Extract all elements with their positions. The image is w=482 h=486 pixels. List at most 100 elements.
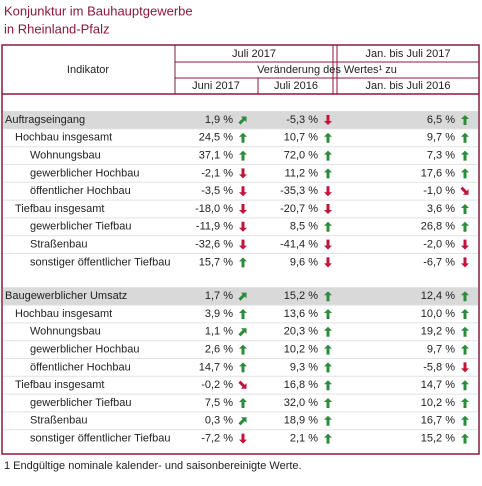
trend-arrow: [324, 362, 332, 373]
cell-value: -3,5 %: [201, 185, 233, 197]
row-label: Straßenbau: [30, 239, 87, 251]
title: Konjunktur im Bauhauptgewerbe: [4, 3, 193, 18]
column-header: Jan. bis Juli 2017: [366, 48, 451, 60]
column-header: Juli 2016: [274, 80, 318, 92]
cell-value: 10,2 %: [284, 344, 318, 356]
cell-value: -0,2 %: [201, 379, 233, 391]
cell-value: 10,7 %: [284, 132, 318, 144]
trend-arrow: [461, 257, 469, 268]
row-label: Hochbau insgesamt: [15, 132, 112, 144]
column-header: Jan. bis Juli 2016: [366, 80, 451, 92]
trend-arrow: [239, 204, 247, 214]
trend-arrow: [324, 168, 332, 179]
trend-arrow: [461, 150, 469, 161]
column-header: Indikator: [67, 64, 110, 76]
cell-value: 7,3 %: [427, 150, 455, 162]
cell-value: 9,3 %: [290, 361, 318, 373]
row-label: Wohnungsbau: [30, 326, 101, 338]
cell-value: 24,5 %: [199, 132, 233, 144]
cell-value: 12,4 %: [421, 290, 455, 302]
cell-value: 1,9 %: [205, 114, 233, 126]
trend-arrow: [461, 380, 469, 391]
row-label: Baugewerblicher Umsatz: [5, 290, 127, 302]
cell-value: -5,8 %: [423, 361, 455, 373]
trend-arrow: [461, 239, 469, 250]
row-label: Tiefbau insgesamt: [15, 203, 104, 215]
trend-arrow: [239, 239, 247, 250]
row-label: Tiefbau insgesamt: [15, 379, 104, 391]
trend-arrow: [461, 291, 469, 302]
trend-arrow: [239, 186, 247, 197]
cell-value: 16,8 %: [284, 379, 318, 391]
cell-value: -5,3 %: [286, 114, 318, 126]
cell-value: -2,0 %: [423, 239, 455, 251]
trend-arrow: [461, 221, 469, 232]
cell-value: 32,0 %: [284, 397, 318, 409]
cell-value: 10,0 %: [421, 308, 455, 320]
trend-arrow: [324, 204, 332, 214]
cell-value: -41,4 %: [280, 239, 318, 251]
trend-arrow: [238, 328, 247, 337]
trend-arrow: [324, 309, 332, 319]
trend-arrow: [324, 380, 332, 391]
trend-arrow: [238, 417, 247, 426]
cell-value: 15,7 %: [199, 256, 233, 268]
cell-value: 20,3 %: [284, 326, 318, 338]
cell-value: 72,0 %: [284, 150, 318, 162]
cell-value: 0,3 %: [205, 415, 233, 427]
row-label: sonstiger öffentlicher Tiefbau: [30, 433, 170, 445]
cell-value: -20,7 %: [280, 203, 318, 215]
trend-arrow: [324, 415, 332, 426]
cell-value: -2,1 %: [201, 167, 233, 179]
trend-arrow: [324, 221, 332, 232]
column-header: Veränderung des Wertes¹ zu: [257, 64, 397, 76]
trend-arrow: [461, 415, 469, 426]
trend-arrow: [461, 344, 469, 355]
row-label: gewerblicher Hochbau: [30, 167, 139, 179]
trend-arrow: [238, 380, 247, 389]
trend-arrow: [239, 344, 247, 355]
trend-arrow: [239, 221, 247, 232]
trend-arrow: [324, 291, 332, 302]
cell-value: -32,6 %: [195, 239, 233, 251]
trend-arrow: [461, 204, 469, 214]
trend-arrow: [324, 239, 332, 250]
trend-arrow: [324, 132, 332, 143]
cell-value: 8,5 %: [290, 221, 318, 233]
row-label: öffentlicher Hochbau: [30, 361, 131, 373]
trend-arrow: [461, 168, 469, 179]
cell-value: 13,6 %: [284, 308, 318, 320]
trend-arrow: [461, 326, 469, 337]
trend-arrow: [238, 292, 247, 301]
trend-arrow: [324, 115, 332, 125]
cell-value: 9,7 %: [427, 132, 455, 144]
trend-arrow: [461, 309, 469, 319]
section-band: [3, 287, 478, 306]
trend-arrow: [461, 132, 469, 143]
section-band: [3, 111, 478, 129]
trend-arrow: [239, 362, 247, 373]
table-frame: [1, 44, 480, 455]
trend-arrow: [324, 186, 332, 197]
cell-value: -11,9 %: [196, 221, 233, 233]
trend-arrow: [461, 433, 469, 444]
trend-arrow: [239, 398, 247, 408]
trend-arrow: [324, 398, 332, 408]
cell-value: 16,7 %: [421, 415, 455, 427]
trend-arrow: [324, 344, 332, 355]
trend-arrow: [460, 186, 469, 195]
row-label: gewerblicher Hochbau: [30, 344, 139, 356]
cell-value: 14,7 %: [421, 379, 455, 391]
row-label: Wohnungsbau: [30, 150, 101, 162]
row-label: Hochbau insgesamt: [15, 308, 112, 320]
cell-value: -7,2 %: [201, 433, 233, 445]
cell-value: 6,5 %: [427, 114, 455, 126]
trend-arrow: [324, 150, 332, 161]
trend-arrow: [239, 168, 247, 179]
trend-arrow: [324, 257, 332, 268]
cell-value: 2,1 %: [290, 433, 318, 445]
cell-value: 7,5 %: [205, 397, 233, 409]
trend-arrow: [239, 132, 247, 143]
